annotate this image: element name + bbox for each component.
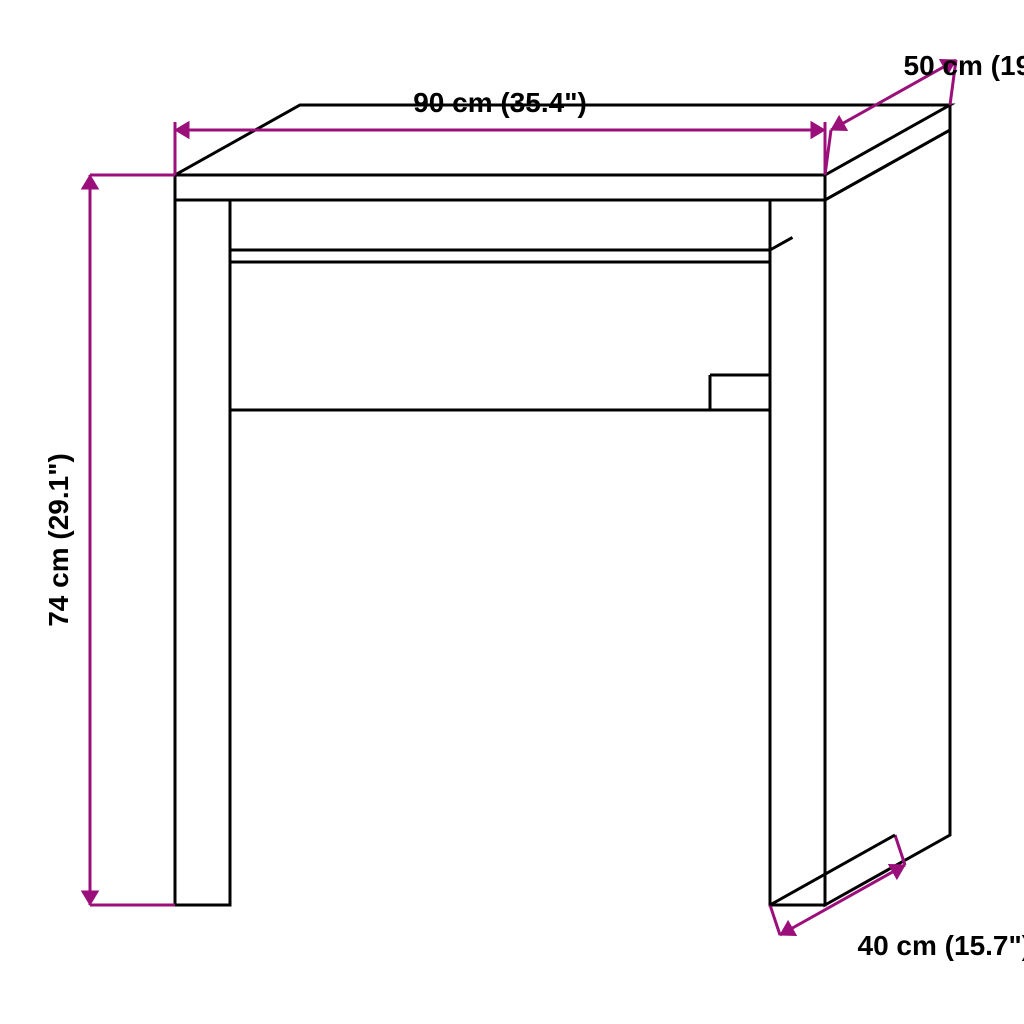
svg-text:50 cm (19.7"): 50 cm (19.7") — [904, 50, 1024, 81]
svg-text:74 cm (29.1"): 74 cm (29.1") — [43, 453, 74, 627]
svg-text:90 cm (35.4"): 90 cm (35.4") — [413, 87, 587, 118]
svg-text:40 cm (15.7"): 40 cm (15.7") — [858, 930, 1024, 961]
